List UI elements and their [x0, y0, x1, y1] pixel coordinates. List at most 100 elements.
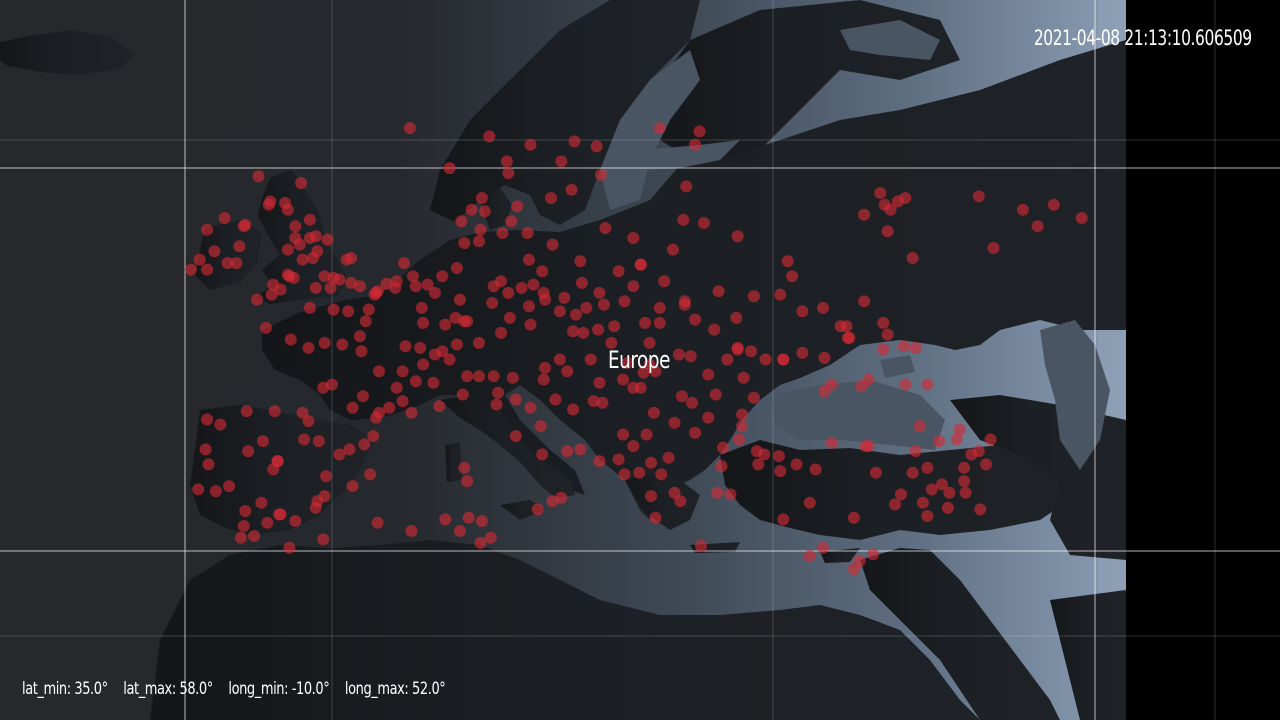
- event-marker: [881, 328, 894, 341]
- sea-caspian: [1040, 320, 1110, 470]
- event-marker: [218, 212, 231, 224]
- event-marker: [599, 222, 612, 234]
- event-marker: [634, 258, 647, 271]
- land-scandinavia: [430, 0, 700, 225]
- event-marker: [281, 243, 294, 256]
- event-marker: [443, 353, 456, 366]
- event-marker: [627, 381, 640, 394]
- event-marker: [417, 358, 430, 371]
- event-marker: [262, 198, 275, 211]
- event-marker: [405, 406, 418, 419]
- event-marker: [239, 218, 252, 231]
- event-marker: [558, 291, 571, 304]
- event-marker: [909, 445, 922, 458]
- event-marker: [747, 290, 760, 303]
- event-marker: [752, 458, 765, 471]
- event-marker: [296, 406, 309, 419]
- land-arabia: [1050, 590, 1126, 720]
- event-marker: [595, 168, 607, 181]
- event-marker: [686, 396, 699, 409]
- event-marker: [298, 433, 311, 446]
- event-marker: [730, 311, 743, 324]
- event-marker: [958, 475, 971, 488]
- event-marker: [570, 308, 582, 321]
- event-marker: [667, 243, 679, 256]
- event-marker: [492, 386, 505, 399]
- event-marker: [417, 316, 430, 329]
- event-marker: [465, 203, 478, 216]
- event-marker: [490, 398, 503, 411]
- event-marker: [318, 336, 331, 349]
- event-marker: [274, 283, 287, 296]
- event-marker: [473, 370, 485, 383]
- event-marker: [906, 252, 919, 264]
- event-marker: [803, 496, 816, 509]
- event-marker: [367, 430, 380, 443]
- event-marker: [712, 285, 725, 298]
- land-greece: [625, 475, 700, 530]
- event-marker: [702, 368, 715, 381]
- land-iceland: [0, 30, 135, 75]
- event-marker: [984, 433, 997, 446]
- event-marker: [790, 458, 803, 471]
- sea-black-sea: [770, 380, 945, 450]
- event-marker: [972, 190, 985, 203]
- event-marker: [239, 505, 252, 517]
- event-marker: [1047, 198, 1060, 211]
- event-marker: [561, 365, 574, 378]
- event-marker: [317, 533, 330, 546]
- event-marker: [809, 463, 822, 476]
- event-marker: [321, 233, 334, 246]
- event-marker: [487, 280, 500, 293]
- event-marker: [473, 336, 485, 349]
- event-marker: [618, 295, 631, 308]
- event-marker: [858, 208, 871, 221]
- event-marker: [289, 515, 302, 527]
- event-marker: [202, 458, 215, 471]
- event-marker: [796, 305, 809, 318]
- event-marker: [577, 326, 590, 339]
- event-marker: [267, 463, 280, 476]
- event-marker: [373, 406, 385, 419]
- event-marker: [759, 353, 772, 366]
- event-marker: [689, 426, 702, 439]
- event-marker: [256, 435, 269, 448]
- event-marker: [958, 461, 971, 474]
- event-marker: [406, 270, 419, 283]
- event-marker: [894, 488, 907, 501]
- event-marker: [478, 205, 491, 218]
- event-marker: [950, 433, 963, 446]
- event-marker: [874, 187, 887, 199]
- event-marker: [342, 305, 355, 318]
- event-marker: [380, 277, 393, 290]
- event-marker: [668, 486, 681, 499]
- event-marker: [252, 170, 265, 183]
- event-marker: [255, 496, 268, 509]
- event-marker: [847, 511, 860, 524]
- event-marker: [1031, 220, 1044, 233]
- event-marker: [593, 376, 606, 389]
- event-marker: [655, 468, 668, 481]
- event-marker: [455, 215, 468, 228]
- event-marker: [221, 257, 234, 269]
- event-marker: [653, 301, 666, 314]
- event-marker: [933, 435, 946, 448]
- event-marker: [283, 541, 296, 554]
- event-marker: [684, 350, 697, 363]
- event-marker: [524, 318, 537, 331]
- event-marker: [936, 478, 948, 491]
- event-marker: [230, 257, 243, 269]
- event-marker: [302, 341, 315, 354]
- event-marker: [796, 346, 809, 359]
- event-marker: [972, 445, 985, 458]
- event-marker: [897, 340, 910, 353]
- event-marker: [943, 486, 956, 499]
- event-marker: [555, 155, 568, 168]
- timestamp-label: 2021-04-08 21:13:10.606509: [1034, 26, 1252, 50]
- event-marker: [580, 301, 593, 314]
- event-marker: [320, 470, 333, 483]
- event-marker: [941, 501, 954, 514]
- event-marker: [899, 192, 912, 204]
- event-marker: [364, 468, 377, 481]
